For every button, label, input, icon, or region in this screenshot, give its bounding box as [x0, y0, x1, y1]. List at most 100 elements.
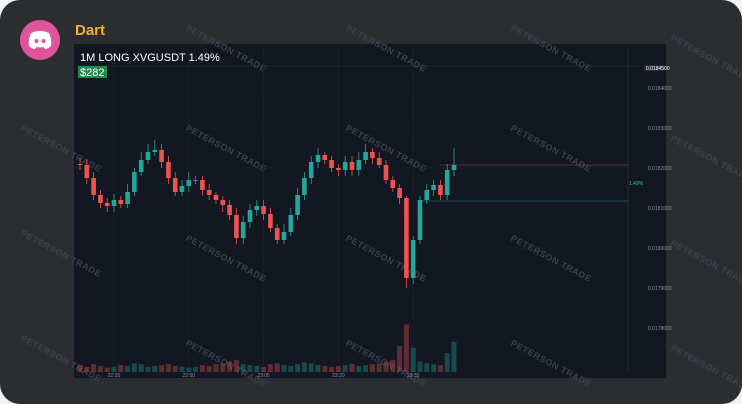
candle-body: [274, 228, 280, 240]
logo-eye: [34, 39, 39, 43]
candle-body: [370, 152, 375, 158]
candle-body: [322, 155, 328, 160]
volume-bar: [444, 352, 450, 372]
volume-bar: [335, 365, 341, 372]
candle-body: [145, 152, 151, 160]
volume-bar: [159, 365, 165, 372]
candle-body: [206, 190, 212, 195]
volume-bar: [410, 347, 416, 372]
candle-body: [118, 200, 124, 204]
candle-body: [288, 215, 294, 232]
y-tick-label: 0.0179000: [648, 286, 672, 292]
volume-bar: [267, 364, 273, 372]
chart-title: 1M LONG XVGUSDT 1.49%: [80, 52, 220, 64]
chart-image[interactable]: [74, 44, 666, 378]
volume-bar: [390, 359, 396, 372]
volume-bar: [199, 365, 205, 372]
volume-bar: [84, 366, 90, 372]
candle-body: [98, 195, 103, 203]
volume-bar: [165, 364, 171, 372]
candle-body: [247, 210, 253, 222]
candle-body: [254, 206, 260, 210]
volume-bar: [91, 364, 97, 372]
badge: $282: [80, 67, 104, 79]
candle-body: [234, 215, 239, 238]
logo-eye: [41, 39, 46, 43]
y-tick-label: 0.0178000: [648, 326, 672, 332]
candle-body: [132, 172, 137, 192]
candle-body: [268, 214, 273, 228]
candle-body: [179, 186, 185, 192]
candle-body: [159, 150, 164, 162]
volume-bar: [254, 365, 260, 372]
candle-body: [186, 180, 192, 186]
volume-bar: [295, 364, 301, 372]
volume-bar: [329, 366, 335, 372]
volume-bar: [193, 366, 199, 372]
volume-bar: [213, 364, 219, 372]
volume-bar: [138, 364, 144, 372]
candle-body: [356, 160, 362, 170]
volume-bar: [104, 367, 110, 372]
volume-bar: [131, 363, 137, 372]
volume-bar: [356, 365, 362, 372]
volume-bar: [220, 363, 226, 372]
candle-body: [172, 178, 178, 192]
x-tick-label: 23:35: [407, 373, 420, 379]
volume-bar: [349, 364, 355, 372]
x-tick-label: 22:50: [183, 373, 196, 379]
candle-body: [336, 168, 341, 170]
volume-bar: [145, 366, 151, 372]
volume-bar: [247, 365, 253, 372]
price-tag-bg: [644, 65, 664, 71]
y-tick-label: 0.0184000: [648, 86, 672, 92]
candle-body: [363, 152, 368, 160]
candle-body: [451, 165, 457, 170]
volume-bar: [227, 361, 233, 372]
x-tick-label: 23:20: [332, 373, 345, 379]
chart: 0.0184000 0.0183000 0.0182000 0.0181000 0.01…: [76, 48, 672, 379]
username[interactable]: Dart: [75, 22, 105, 39]
candle-body: [383, 165, 389, 180]
candle-body: [152, 150, 158, 152]
volume-bar: [77, 365, 83, 372]
candle-body: [404, 198, 409, 278]
volume-bar: [369, 364, 375, 372]
volume-bar: [233, 359, 239, 372]
discord-logo: [28, 31, 52, 49]
volume-bar: [308, 363, 314, 372]
candle-body: [444, 170, 450, 195]
candle-body: [431, 185, 436, 190]
candle-body: [342, 162, 348, 170]
candle-body: [349, 162, 355, 170]
volume-bar: [281, 365, 287, 372]
candle-body: [390, 180, 396, 188]
volume-bar: [383, 361, 389, 372]
volume-bar: [288, 365, 294, 372]
volume-bar: [97, 365, 103, 372]
y-tick-label: 0.0182000: [648, 166, 672, 172]
volume-bar: [125, 365, 131, 372]
candle-body: [77, 164, 83, 165]
candle-body: [281, 232, 287, 240]
volume-bar: [152, 365, 158, 372]
volume-bar: [274, 363, 280, 372]
candle-body: [91, 178, 96, 195]
candle-body: [295, 195, 300, 215]
volume-bar: [376, 363, 382, 372]
candle-body: [111, 200, 117, 206]
candle-body: [84, 165, 90, 178]
candle-body: [220, 200, 226, 205]
volume-bar: [206, 365, 212, 372]
candle-body: [213, 195, 219, 200]
y-tick-label: 0.0181000: [648, 206, 672, 212]
candle-body: [302, 178, 307, 195]
candle-body: [438, 185, 443, 195]
candle-body: [125, 192, 130, 204]
candle-body: [410, 240, 416, 278]
candle-body: [397, 188, 402, 198]
volume-bar: [240, 364, 246, 372]
candle-body: [417, 200, 423, 240]
candle-body: [240, 222, 246, 238]
volume-bar: [322, 365, 328, 372]
